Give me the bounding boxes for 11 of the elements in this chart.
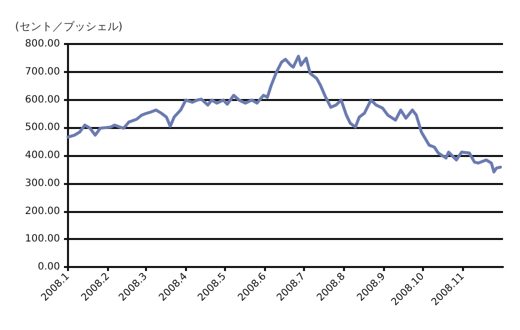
line-series xyxy=(66,54,502,174)
y-tick-label: 100.00 xyxy=(25,234,60,245)
y-tick-label: 0.00 xyxy=(38,262,60,272)
y-tick-label: 700.00 xyxy=(25,66,60,78)
y-axis-title: (セント／ブッシェル) xyxy=(15,20,123,33)
y-tick-label: 400.00 xyxy=(25,150,60,161)
y-tick-label: 500.00 xyxy=(25,122,60,134)
y-tick-label: 600.00 xyxy=(25,94,60,106)
y-tick-label: 300.00 xyxy=(25,178,60,189)
y-tick-label: 800.00 xyxy=(25,38,60,50)
y-tick-label: 200.00 xyxy=(25,206,60,217)
